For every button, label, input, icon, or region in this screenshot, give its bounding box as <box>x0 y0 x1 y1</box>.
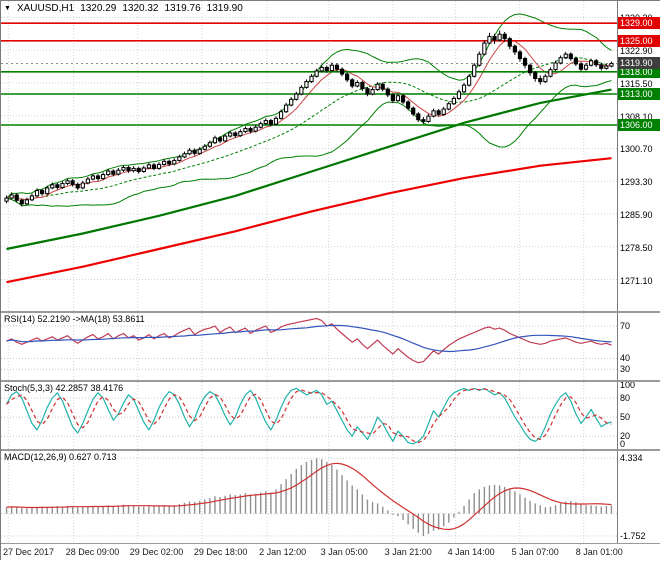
stoch-axis-label: 50 <box>620 412 631 423</box>
panel-divider[interactable] <box>1 380 660 382</box>
time-axis-label: 4 Jan 14:00 <box>447 547 495 557</box>
price-level-badge: 1325.00 <box>618 34 660 47</box>
time-axis-label: 28 Dec 09:00 <box>65 547 120 557</box>
time-axis-label: 29 Dec 18:00 <box>193 547 248 557</box>
chart-symbol-period: XAUUSD,H1 <box>16 3 75 14</box>
stoch-plot[interactable] <box>1 382 617 449</box>
rsi-axis-label: 70 <box>620 320 631 331</box>
rsi-panel[interactable] <box>1 313 617 380</box>
price-axis-label: 1293.30 <box>620 177 653 188</box>
panel-divider[interactable] <box>1 543 660 544</box>
price-axis[interactable]: 1330.301322.901315.501308.101300.701293.… <box>617 1 660 544</box>
time-axis-label: 29 Dec 02:00 <box>129 547 184 557</box>
chart-title-bar: ▼ XAUUSD,H1 1320.29 1320.32 1319.76 1319… <box>4 3 243 14</box>
stoch-axis-label: 20 <box>620 431 631 442</box>
macd-plot[interactable] <box>1 451 617 543</box>
price-axis-label: 1285.90 <box>620 210 653 220</box>
stoch-axis-label: 80 <box>620 392 631 403</box>
panel-divider[interactable] <box>1 449 660 451</box>
time-axis-label: 3 Jan 21:00 <box>384 547 432 557</box>
time-axis[interactable]: 27 Dec 2017 28 Dec 09:00 29 Dec 02:00 29 De… <box>1 544 660 561</box>
price-axis-label: 1278.50 <box>620 242 653 253</box>
chart-menu-icon[interactable]: ▼ <box>4 4 11 12</box>
price-axis-label: 1300.70 <box>620 144 653 155</box>
stochastic-indicator-label: Stoch(5,3,3) 42.2857 38.4176 <box>4 383 124 393</box>
macd-axis-label: 4.334 <box>620 453 643 464</box>
rsi-indicator-label: RSI(14) 52.2190 ->MA(18) 53.8611 <box>4 314 145 324</box>
price-axis-label: 1271.10 <box>620 275 653 286</box>
macd-indicator-label: MACD(12,26,9) 0.627 0.713 <box>4 452 117 462</box>
time-axis-label: 2 Jan 12:00 <box>259 547 307 557</box>
rsi-axis-label: 30 <box>620 364 631 375</box>
price-axis-label: 1315.50 <box>620 78 653 89</box>
current-price-badge: 1319.90 <box>618 57 660 70</box>
ohlc-low: 1319.76 <box>164 3 201 14</box>
price-axis-label: 1322.90 <box>620 46 653 57</box>
ohlc-open: 1320.29 <box>80 3 117 14</box>
price-level-badge: 1313.00 <box>618 88 660 100</box>
stoch-axis-label: 100 <box>620 380 636 391</box>
rsi-axis-label: 40 <box>620 353 631 364</box>
price-axis-label: 1308.10 <box>620 111 653 122</box>
macd-axis-label: -1.752 <box>620 530 646 541</box>
price-chart-panel[interactable] <box>1 1 617 311</box>
time-axis-label: 8 Jan 01:00 <box>575 547 623 557</box>
ohlc-close: 1319.90 <box>206 3 243 14</box>
stoch-axis-label: 0 <box>620 439 626 449</box>
ohlc-high: 1320.32 <box>122 3 159 14</box>
time-axis-label: 5 Jan 07:00 <box>511 547 559 557</box>
macd-panel[interactable] <box>1 451 617 543</box>
price-level-badge: 1306.00 <box>618 119 660 131</box>
panel-divider[interactable] <box>1 311 660 313</box>
time-axis-label: 3 Jan 05:00 <box>320 547 368 557</box>
price-level-badge: 1329.00 <box>618 17 660 30</box>
rsi-plot[interactable] <box>1 313 617 380</box>
stochastic-panel[interactable] <box>1 382 617 449</box>
time-axis-label: 27 Dec 2017 <box>3 547 55 557</box>
price-plot[interactable] <box>1 1 617 311</box>
